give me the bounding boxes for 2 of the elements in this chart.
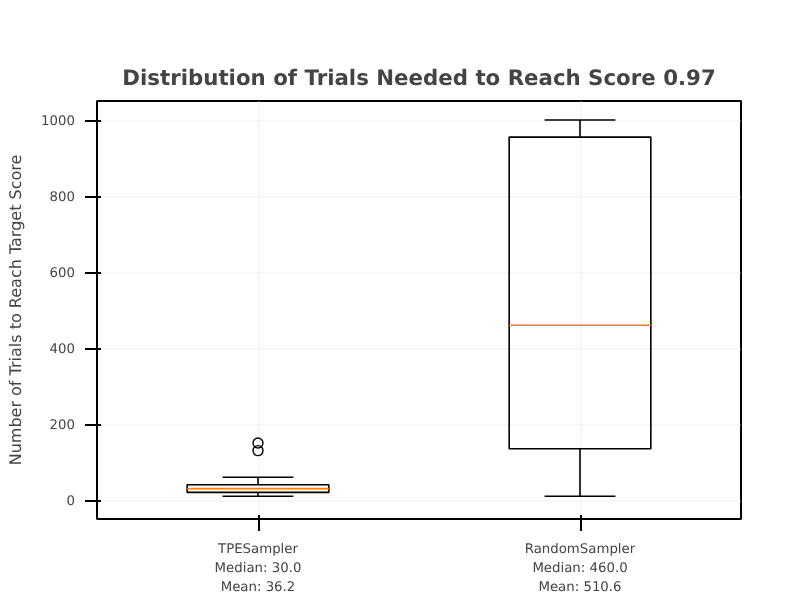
- y-axis-title: Number of Trials to Reach Target Score: [7, 154, 26, 466]
- chart-title: Distribution of Trials Needed to Reach Score 0.97: [122, 65, 716, 91]
